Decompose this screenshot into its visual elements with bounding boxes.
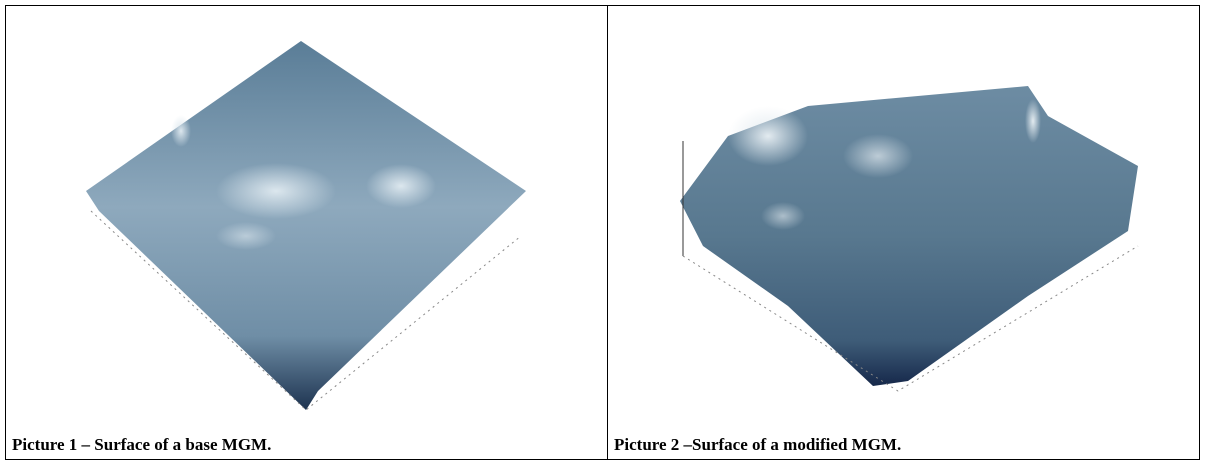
caption: Picture 1 – Surface of a base MGM. <box>12 435 271 455</box>
bump <box>366 164 436 208</box>
bump <box>216 163 336 219</box>
bump <box>1025 99 1041 143</box>
caption: Picture 2 –Surface of a modified MGM. <box>614 435 901 455</box>
page: Picture 1 – Surface of a base MGM. Pictu… <box>0 0 1205 464</box>
bump <box>761 202 805 230</box>
bump <box>216 222 276 250</box>
surface-image <box>608 6 1199 426</box>
bump <box>171 115 191 147</box>
figure-cell: Picture 2 –Surface of a modified MGM. <box>607 5 1200 460</box>
bump <box>728 106 808 166</box>
surface-image <box>6 6 607 426</box>
surface <box>86 41 526 410</box>
figure-cell: Picture 1 – Surface of a base MGM. <box>5 5 608 460</box>
bump <box>843 134 913 178</box>
